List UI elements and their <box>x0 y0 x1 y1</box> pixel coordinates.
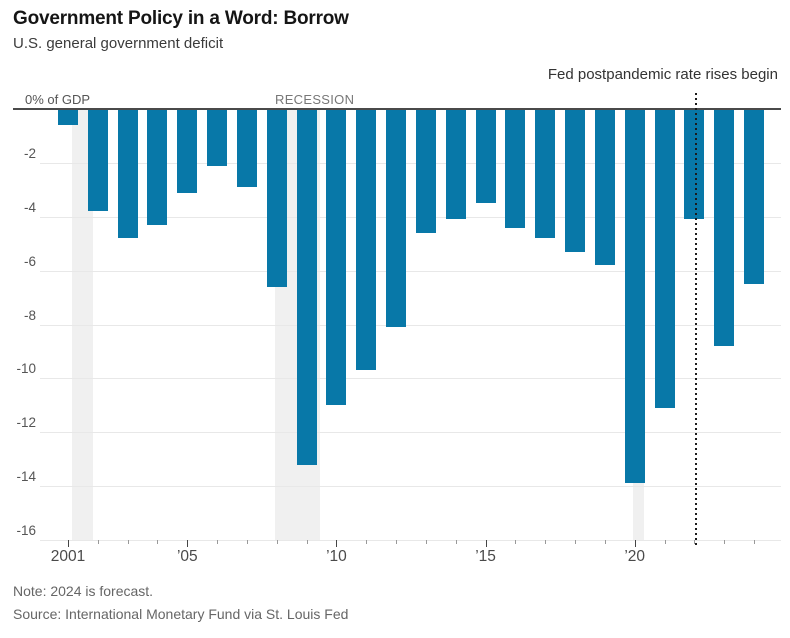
deficit-bar-2024 <box>743 110 764 285</box>
y-gridline <box>40 432 781 434</box>
x-tick-label-2015: ’15 <box>475 548 496 565</box>
deficit-bar-2010 <box>326 110 347 406</box>
x-tick-2016 <box>515 540 517 545</box>
deficit-bar-2001 <box>58 110 78 126</box>
x-tick-2001 <box>68 540 69 548</box>
deficit-bar-2011 <box>356 110 377 371</box>
x-tick-2013 <box>425 540 427 545</box>
y-gridline <box>40 216 781 218</box>
x-tick-2009 <box>306 540 308 545</box>
y-tick-label: -16 <box>16 523 36 539</box>
y-axis-unit-label: 0% of GDP <box>25 92 91 107</box>
deficit-bar-2023 <box>714 110 735 347</box>
y-tick-label: -6 <box>23 253 36 269</box>
fed-rate-rise-marker-line <box>695 93 698 546</box>
deficit-bar-2005 <box>177 110 198 193</box>
x-tick-2014 <box>455 540 457 545</box>
y-gridline <box>40 162 781 164</box>
y-gridline <box>40 540 781 542</box>
deficit-bar-2019 <box>594 110 615 266</box>
deficit-bar-2017 <box>535 110 556 239</box>
x-tick-2021 <box>664 540 666 545</box>
deficit-bar-2012 <box>386 110 407 328</box>
recession-label: RECESSION <box>275 92 355 107</box>
y-tick-label: -10 <box>16 361 36 377</box>
x-tick-2020 <box>634 540 636 548</box>
x-tick-2022 <box>694 540 696 545</box>
x-tick-label-2020: ’20 <box>624 548 646 565</box>
x-tick-2012 <box>396 540 398 545</box>
x-tick-2024 <box>753 540 755 545</box>
x-tick-label-2010: ’10 <box>326 548 347 565</box>
x-tick-label-2001: 2001 <box>50 548 86 565</box>
chart-title: Government Policy in a Word: Borrow <box>13 8 349 29</box>
deficit-bar-2021 <box>654 110 675 409</box>
y-gridline <box>40 270 781 272</box>
note: Note: 2024 is forecast. <box>13 583 154 599</box>
x-tick-2011 <box>366 540 368 545</box>
y-tick-label: -8 <box>23 307 36 323</box>
deficit-bar-2004 <box>147 110 168 225</box>
y-gridline <box>40 486 781 488</box>
x-tick-2017 <box>545 540 547 545</box>
y-tick-label: -4 <box>23 199 36 215</box>
deficit-bar-2015 <box>475 110 496 204</box>
x-tick-2018 <box>575 540 577 545</box>
deficit-bar-2014 <box>445 110 466 220</box>
y-tick-label: -14 <box>16 469 36 485</box>
deficit-bar-2003 <box>117 110 138 239</box>
x-tick-2006 <box>217 540 219 545</box>
deficit-bar-2002 <box>87 110 108 212</box>
x-tick-2023 <box>724 540 726 545</box>
y-gridline <box>40 378 781 380</box>
x-tick-label-2005: ’05 <box>176 548 198 565</box>
deficit-bar-2020 <box>624 110 645 484</box>
rate-rises-annotation: Fed postpandemic rate rises begin <box>547 66 778 83</box>
deficit-bar-2013 <box>415 110 436 233</box>
deficit-bar-2022 <box>684 110 705 220</box>
x-tick-2002 <box>97 540 99 545</box>
x-tick-2003 <box>127 540 129 545</box>
x-tick-2015 <box>485 540 487 548</box>
deficit-bar-2018 <box>565 110 586 252</box>
y-gridline <box>40 324 781 326</box>
x-tick-2010 <box>336 540 338 548</box>
deficit-bar-2008 <box>266 110 287 287</box>
x-tick-2008 <box>276 540 278 545</box>
y-tick-label: -2 <box>23 145 36 161</box>
deficit-bar-2006 <box>207 110 228 166</box>
x-tick-2005 <box>187 540 189 548</box>
source: Source: International Monetary Fund via … <box>13 606 349 622</box>
deficit-bar-2007 <box>236 110 257 188</box>
deficit-bar-2016 <box>505 110 526 228</box>
zero-baseline <box>13 108 781 110</box>
x-tick-2004 <box>157 540 159 545</box>
x-tick-2019 <box>604 540 606 545</box>
deficit-bar-2009 <box>296 110 317 465</box>
x-tick-2007 <box>246 540 248 545</box>
chart-subtitle: U.S. general government deficit <box>13 35 224 52</box>
y-tick-label: -12 <box>16 415 36 431</box>
